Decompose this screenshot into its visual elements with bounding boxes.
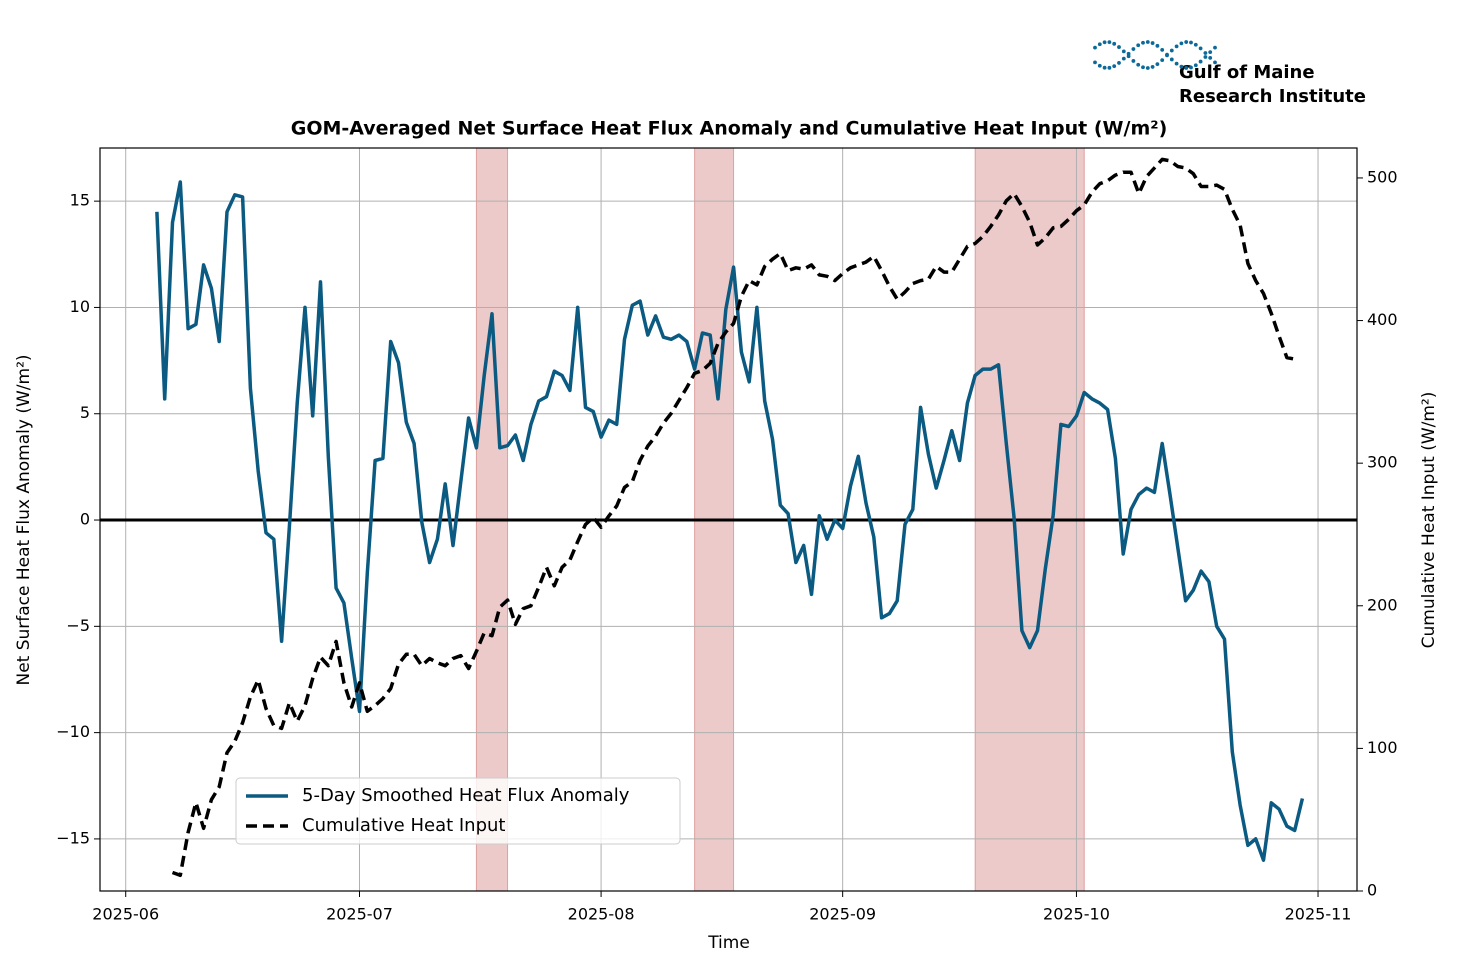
y2-axis-label: Cumulative Heat Input (W/m²) [1419, 392, 1439, 649]
legend-label: 5-Day Smoothed Heat Flux Anomaly [302, 785, 630, 806]
logo-dot [1213, 45, 1217, 50]
x-tick-label: 2025-11 [1285, 905, 1352, 924]
x-tick-label: 2025-10 [1043, 905, 1110, 924]
logo-dot [1189, 40, 1193, 45]
y-axis-label: Net Surface Heat Flux Anomaly (W/m²) [14, 354, 34, 685]
y-tick-label: −10 [56, 722, 90, 741]
series-line [155, 180, 1305, 862]
logo-dot [1169, 48, 1174, 53]
y-tick-label: −15 [56, 828, 90, 847]
y-tick-label: 15 [70, 191, 90, 210]
legend-box [235, 777, 681, 845]
logo-dot [1189, 65, 1193, 70]
logo-dot [1165, 53, 1169, 58]
logo-text: Research Institute [1179, 86, 1366, 107]
logo-dot [1141, 40, 1145, 45]
logo-dot [1160, 47, 1165, 52]
x-tick-label: 2025-09 [809, 905, 876, 924]
logo-dot [1126, 54, 1131, 59]
series-line [171, 157, 1296, 878]
logo-dot [1174, 44, 1179, 49]
x-axis-label: Time [707, 933, 750, 953]
y-tick-label: 0 [80, 510, 90, 529]
logo-dot [1102, 65, 1107, 70]
logo-dot [1131, 47, 1136, 51]
logo-dot [1141, 65, 1145, 70]
logo-dot [1145, 66, 1150, 70]
logo-dot [1208, 55, 1213, 60]
plot-frame [99, 147, 1358, 892]
y-tick-label: 10 [70, 297, 90, 316]
logo-dot [1112, 41, 1117, 46]
logo-dot [1107, 65, 1112, 70]
y2-tick-label: 100 [1367, 738, 1398, 757]
y2-tick-label: 200 [1367, 595, 1398, 614]
logo-dot [1184, 66, 1189, 70]
logo-dot [1203, 51, 1208, 55]
logo-dot [1097, 42, 1102, 47]
logo-dot [1193, 42, 1198, 47]
logo-dot [1150, 65, 1155, 69]
logo-dot [1136, 62, 1141, 67]
logo-dot [1131, 59, 1136, 63]
legend-label: Cumulative Heat Input [302, 815, 505, 836]
logo-dot [1179, 41, 1184, 46]
logo-dot [1117, 45, 1121, 49]
x-tick-label: 2025-07 [326, 905, 393, 924]
logo-dot [1145, 40, 1150, 44]
x-tick-label: 2025-06 [92, 905, 159, 924]
x-tick-label: 2025-08 [568, 905, 635, 924]
logo-dot [1198, 46, 1203, 51]
logo-dot [1169, 57, 1174, 62]
y-tick-label: 5 [80, 403, 90, 422]
logo-dot [1097, 63, 1102, 68]
legend: 5-Day Smoothed Heat Flux Anomaly Cumulati… [235, 777, 681, 845]
logo-dot [1184, 40, 1189, 44]
y2-tick-label: 500 [1367, 167, 1398, 186]
logo-dot [1136, 43, 1141, 48]
logo-dot [1208, 50, 1213, 55]
logo-dot [1102, 40, 1107, 45]
chart-title: GOM-Averaged Net Surface Heat Flux Anoma… [291, 118, 1168, 140]
y2-tick-label: 400 [1367, 310, 1398, 329]
logo-dot [1121, 56, 1126, 61]
logo-dot [1179, 64, 1184, 69]
logo-text: Gulf of Maine [1179, 62, 1315, 83]
logo-dot [1107, 40, 1112, 45]
logo-dot [1112, 64, 1117, 69]
logo-dot [1117, 61, 1121, 65]
logo-dot [1193, 63, 1198, 68]
logo-dot [1203, 55, 1208, 59]
logo-dot [1093, 45, 1097, 50]
logo-dot [1160, 58, 1165, 63]
logo-dot [1155, 43, 1160, 48]
logo-dot [1155, 62, 1160, 67]
logo-dot [1093, 60, 1097, 65]
y2-tick-label: 0 [1367, 881, 1377, 900]
y2-tick-label: 300 [1367, 453, 1398, 472]
logo-dot [1174, 61, 1179, 66]
logo-dot [1121, 49, 1126, 54]
logo-dot [1198, 59, 1203, 64]
logo-dot [1150, 41, 1155, 45]
y-tick-label: −5 [66, 616, 90, 635]
logo-dot [1213, 60, 1217, 65]
